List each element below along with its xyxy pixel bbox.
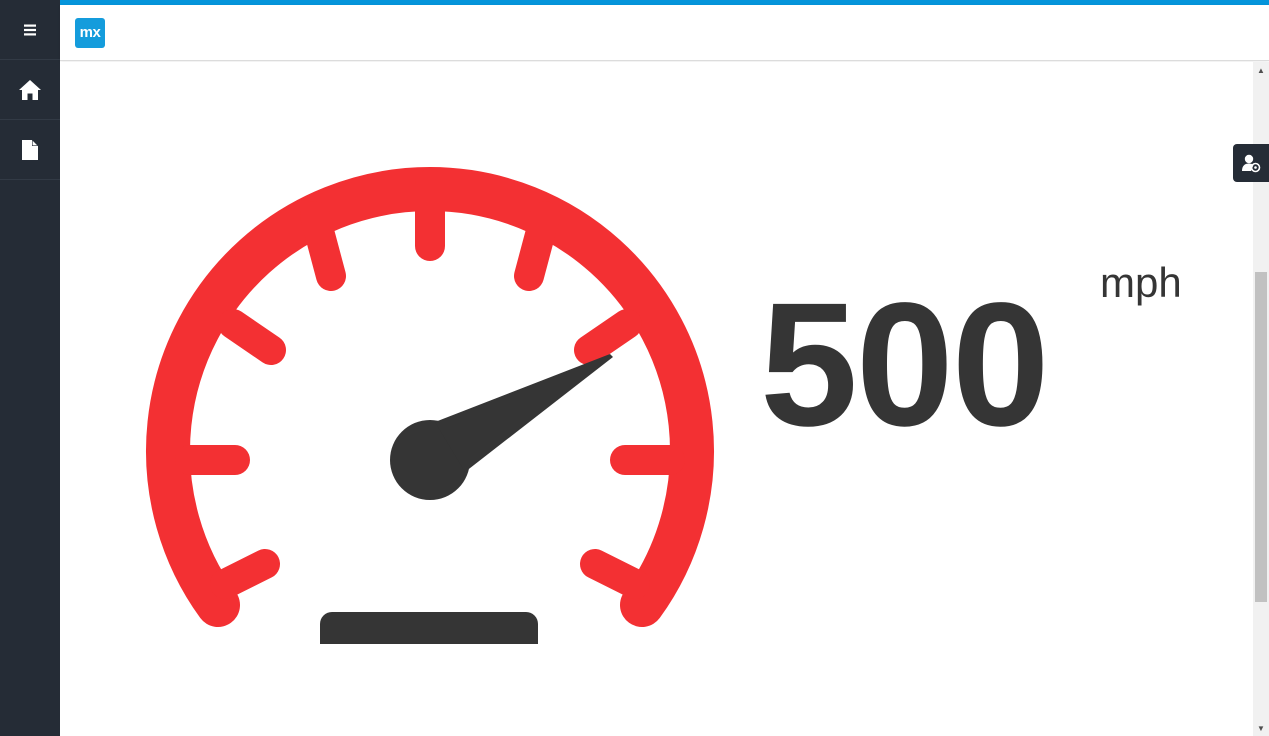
scroll-down-arrow-icon[interactable]: ▼ [1257,723,1265,733]
vertical-scrollbar[interactable]: ▲ ▼ [1253,62,1269,736]
hamburger-menu-icon [24,24,36,35]
speedometer-icon [146,167,714,644]
gauge-display-plate [320,612,538,644]
speed-unit: mph [1100,259,1182,306]
header-accent-bar [60,0,1269,5]
gauge-needle [390,354,613,500]
scroll-up-arrow-icon[interactable]: ▲ [1257,65,1265,75]
user-settings-tab[interactable] [1233,144,1269,182]
mendix-logo[interactable]: mx [75,17,105,48]
sidebar [0,0,60,736]
gauge-ticks [175,169,685,599]
speed-value: 500 [760,267,1050,463]
header: mx [60,5,1269,61]
file-icon [22,139,38,160]
sidebar-item-pages[interactable] [0,120,60,180]
user-gear-icon [1242,154,1261,173]
scrollbar-thumb[interactable] [1255,272,1267,602]
sidebar-item-home[interactable] [0,60,60,120]
home-icon [19,79,41,100]
sidebar-toggle-button[interactable] [0,0,60,60]
main-content: 500 mph [60,62,1253,736]
